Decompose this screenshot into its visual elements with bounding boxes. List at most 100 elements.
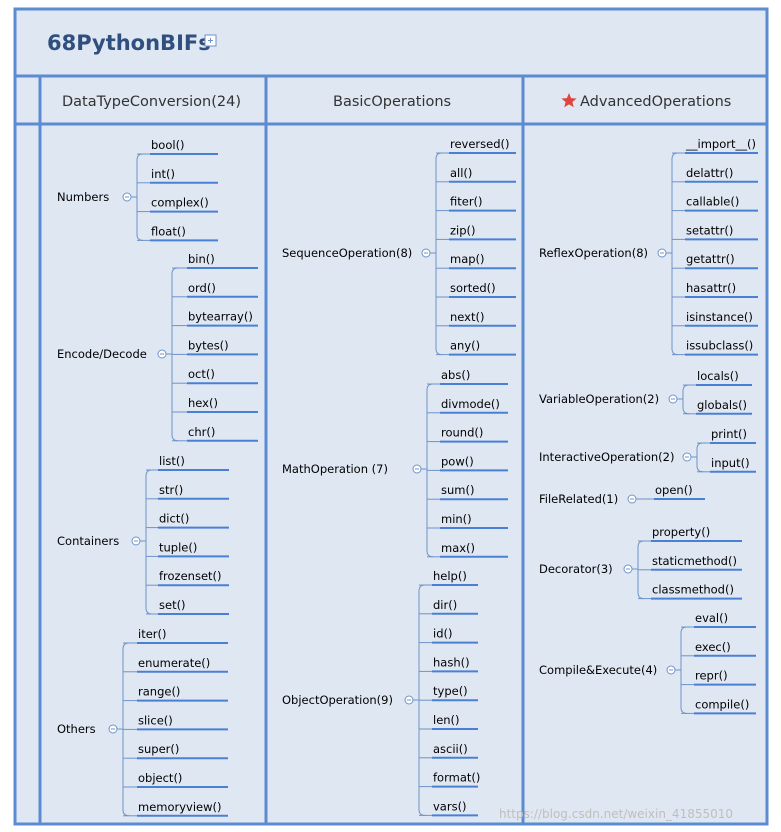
leaf-property[interactable]: property() <box>652 525 710 539</box>
leaf-print[interactable]: print() <box>711 427 747 441</box>
leaf-sum[interactable]: sum() <box>441 483 474 497</box>
leaf-oct[interactable]: oct() <box>188 367 215 381</box>
reflexoperation-8-collapse-icon[interactable] <box>657 248 667 258</box>
variableoperation-2-collapse-icon[interactable] <box>668 394 678 404</box>
leaf-getattr[interactable]: getattr() <box>686 252 735 266</box>
expand-icon[interactable] <box>204 34 217 47</box>
leaf-bool[interactable]: bool() <box>151 138 185 152</box>
filerelated-1-collapse-icon[interactable] <box>627 494 637 504</box>
leaf-set[interactable]: set() <box>159 598 186 612</box>
leaf-hash[interactable]: hash() <box>433 655 470 669</box>
leaf-type[interactable]: type() <box>433 684 468 698</box>
leaf-vars[interactable]: vars() <box>433 799 467 813</box>
group-label-reflexoperation-8[interactable]: ReflexOperation(8) <box>539 246 648 260</box>
numbers-collapse-icon[interactable] <box>122 192 132 202</box>
leaf-slice[interactable]: slice() <box>138 713 173 727</box>
mathoperation-7-collapse-icon[interactable] <box>412 464 422 474</box>
leaf-all[interactable]: all() <box>450 166 472 180</box>
leaf-issubclass[interactable]: issubclass() <box>686 339 753 353</box>
leaf-range[interactable]: range() <box>138 685 180 699</box>
leaf-divmode[interactable]: divmode() <box>441 397 500 411</box>
group-label-decorator-3[interactable]: Decorator(3) <box>539 562 613 576</box>
leaf-help[interactable]: help() <box>433 569 467 583</box>
leaf-delattr[interactable]: delattr() <box>686 166 733 180</box>
leaf-abs[interactable]: abs() <box>441 368 470 382</box>
containers-trunk <box>145 469 153 615</box>
group-label-encode-decode[interactable]: Encode/Decode <box>57 347 147 361</box>
leaf-fiter[interactable]: fiter() <box>450 195 483 209</box>
leaf-list[interactable]: list() <box>159 454 185 468</box>
leaf-iter[interactable]: iter() <box>138 627 166 641</box>
leaf-float[interactable]: float() <box>151 224 186 238</box>
leaf-format[interactable]: format() <box>433 771 480 785</box>
group-label-objectoperation-9[interactable]: ObjectOperation(9) <box>282 693 393 707</box>
leaf-max[interactable]: max() <box>441 541 475 555</box>
leaf-ord[interactable]: ord() <box>188 281 216 295</box>
leaf-zip[interactable]: zip() <box>450 223 476 237</box>
leaf-bin[interactable]: bin() <box>188 252 215 266</box>
leaf-any[interactable]: any() <box>450 339 480 353</box>
leaf-chr[interactable]: chr() <box>188 425 215 439</box>
group-label-others[interactable]: Others <box>57 722 96 736</box>
leaf-open[interactable]: open() <box>655 483 693 497</box>
leaf-tuple[interactable]: tuple() <box>159 540 197 554</box>
leaf-ascii[interactable]: ascii() <box>433 742 468 756</box>
group-label-filerelated-1[interactable]: FileRelated(1) <box>539 492 618 506</box>
leaf-isinstance[interactable]: isinstance() <box>686 310 753 324</box>
leaf-str[interactable]: str() <box>159 483 183 497</box>
containers-collapse-icon[interactable] <box>131 536 141 546</box>
leaf-hex[interactable]: hex() <box>188 396 218 410</box>
leaf-compile[interactable]: compile() <box>695 697 749 711</box>
compile-execute-4-collapse-icon[interactable] <box>666 665 676 675</box>
leaf-next[interactable]: next() <box>450 310 484 324</box>
leaf-id[interactable]: id() <box>433 627 452 641</box>
leaf-globals[interactable]: globals() <box>697 398 747 412</box>
encode-decode-collapse-icon[interactable] <box>157 349 167 359</box>
leaf-enumerate[interactable]: enumerate() <box>138 656 210 670</box>
leaf-pow[interactable]: pow() <box>441 454 474 468</box>
group-label-containers[interactable]: Containers <box>57 534 119 548</box>
leaf-map[interactable]: map() <box>450 252 485 266</box>
decorator-3-collapse-icon[interactable] <box>623 564 633 574</box>
leaf-locals[interactable]: locals() <box>697 369 739 383</box>
leaf-input[interactable]: input() <box>711 456 750 470</box>
leaf-round[interactable]: round() <box>441 426 483 440</box>
leaf-min[interactable]: min() <box>441 512 472 526</box>
leaf-object[interactable]: object() <box>138 771 182 785</box>
interactiveoperation-2-collapse-icon[interactable] <box>682 452 692 462</box>
leaf-setattr[interactable]: setattr() <box>686 223 733 237</box>
leaf-eval[interactable]: eval() <box>695 611 728 625</box>
leaf-frozenset[interactable]: frozenset() <box>159 569 222 583</box>
leaf-super[interactable]: super() <box>138 742 179 756</box>
group-label-variableoperation-2[interactable]: VariableOperation(2) <box>539 392 659 406</box>
leaf-sorted[interactable]: sorted() <box>450 281 496 295</box>
group-label-compile-execute-4[interactable]: Compile&Execute(4) <box>539 663 657 677</box>
leaf-len[interactable]: len() <box>433 713 460 727</box>
leaf-staticmethod[interactable]: staticmethod() <box>652 554 737 568</box>
leaf-complex[interactable]: complex() <box>151 196 209 210</box>
group-label-numbers[interactable]: Numbers <box>57 190 109 204</box>
sequenceoperation-8-collapse-icon[interactable] <box>421 248 431 258</box>
leaf-bytearray[interactable]: bytearray() <box>188 310 253 324</box>
group-label-sequenceoperation-8[interactable]: SequenceOperation(8) <box>282 246 412 260</box>
leaf-dict[interactable]: dict() <box>159 512 189 526</box>
leaf-classmethod[interactable]: classmethod() <box>652 583 734 597</box>
sequenceoperation-8-trunk <box>435 152 443 356</box>
leaf-callable[interactable]: callable() <box>686 195 739 209</box>
star-icon <box>561 93 577 108</box>
leaf-exec[interactable]: exec() <box>695 640 731 654</box>
leaf-reversed[interactable]: reversed() <box>450 137 510 151</box>
leaf-dir[interactable]: dir() <box>433 598 457 612</box>
leaf-repr[interactable]: repr() <box>695 669 728 683</box>
objectoperation-9-collapse-icon[interactable] <box>404 695 414 705</box>
column-header-data-type-conversion: DataTypeConversion(24) <box>62 94 241 110</box>
leaf-hasattr[interactable]: hasattr() <box>686 281 736 295</box>
leaf-import[interactable]: __import__() <box>685 137 756 151</box>
group-label-interactiveoperation-2[interactable]: InteractiveOperation(2) <box>539 450 674 464</box>
others-collapse-icon[interactable] <box>108 724 118 734</box>
board-background <box>13 7 769 826</box>
leaf-memoryview[interactable]: memoryview() <box>138 800 222 814</box>
group-label-mathoperation-7[interactable]: MathOperation (7) <box>282 462 388 476</box>
leaf-int[interactable]: int() <box>151 167 175 181</box>
leaf-bytes[interactable]: bytes() <box>188 338 229 352</box>
